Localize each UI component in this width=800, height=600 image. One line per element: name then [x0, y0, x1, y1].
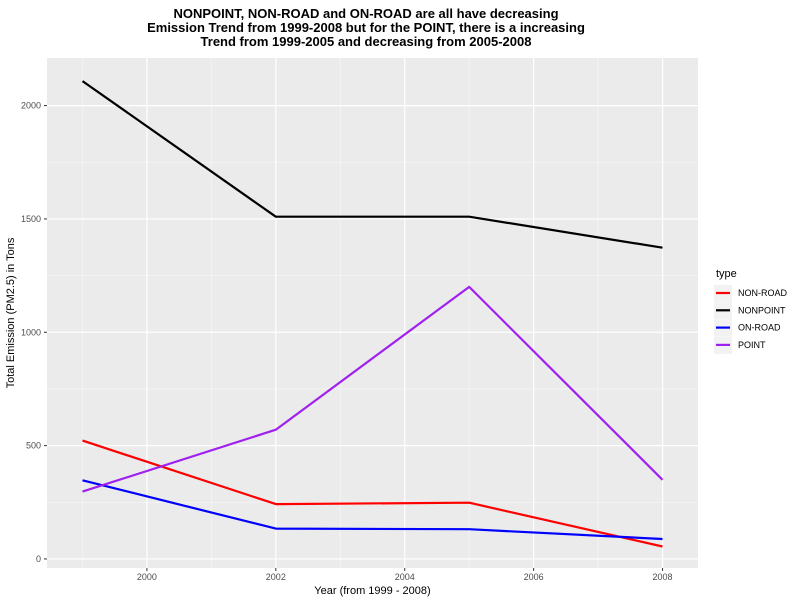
series-line-point [82, 285, 664, 493]
x-tick-label: 2008 [653, 572, 673, 582]
legend-title: type [716, 268, 737, 280]
y-tick-label: 0 [36, 554, 41, 564]
x-tick-label: 2004 [395, 572, 415, 582]
y-tick-label: 1000 [21, 327, 41, 337]
legend: type NON-ROAD NONPOINT ON-ROAD POINT [714, 268, 787, 354]
chart-title-line: Emission Trend from 1999-2008 but for th… [147, 20, 585, 35]
legend-label: ON-ROAD [738, 323, 781, 333]
y-axis-title: Total Emission (PM2.5) in Tons [5, 237, 17, 388]
y-tick-label: 500 [26, 441, 41, 451]
series-line-nonpoint [81, 80, 663, 249]
grid-major [47, 58, 698, 568]
series-line-on-road [82, 479, 663, 541]
series-line-non-road [82, 439, 663, 548]
legend-label: NONPOINT [738, 305, 786, 315]
chart-title-line: Trend from 1999-2005 and decreasing from… [201, 34, 532, 49]
chart-title-line: NONPOINT, NON-ROAD and ON-ROAD are all h… [173, 6, 558, 21]
series-lines [81, 80, 664, 548]
plot-panel [47, 58, 698, 568]
y-tick-label: 2000 [21, 101, 41, 111]
x-axis-title: Year (from 1999 - 2008) [314, 585, 430, 597]
y-tick-label: 1500 [21, 214, 41, 224]
legend-label: POINT [738, 340, 766, 350]
x-tick-label: 2006 [524, 572, 544, 582]
chart-title: NONPOINT, NON-ROAD and ON-ROAD are all h… [147, 6, 585, 49]
grid-minor [47, 58, 698, 568]
x-tick-label: 2000 [137, 572, 157, 582]
x-tick-label: 2002 [266, 572, 286, 582]
x-axis: 2000 2002 2004 2006 2008 [137, 568, 673, 582]
legend-label: NON-ROAD [738, 288, 787, 298]
y-axis: 0 500 1000 1500 2000 [21, 101, 47, 564]
